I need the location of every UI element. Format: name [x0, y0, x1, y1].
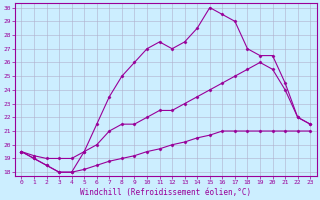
- X-axis label: Windchill (Refroidissement éolien,°C): Windchill (Refroidissement éolien,°C): [80, 188, 252, 197]
